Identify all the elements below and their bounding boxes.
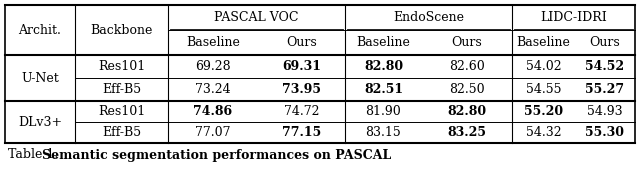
Text: Archit.: Archit. bbox=[19, 24, 61, 36]
Text: 54.52: 54.52 bbox=[586, 60, 625, 73]
Text: Backbone: Backbone bbox=[90, 24, 153, 36]
Text: 74.86: 74.86 bbox=[193, 105, 232, 118]
Text: 54.32: 54.32 bbox=[525, 126, 561, 139]
Text: 54.55: 54.55 bbox=[525, 83, 561, 96]
Text: 82.50: 82.50 bbox=[449, 83, 485, 96]
Text: 82.80: 82.80 bbox=[364, 60, 403, 73]
Text: 77.07: 77.07 bbox=[195, 126, 231, 139]
Text: 55.27: 55.27 bbox=[586, 83, 625, 96]
Text: 77.15: 77.15 bbox=[282, 126, 321, 139]
Text: 83.25: 83.25 bbox=[447, 126, 486, 139]
Text: 82.60: 82.60 bbox=[449, 60, 485, 73]
Text: Baseline: Baseline bbox=[356, 36, 410, 49]
Text: 54.93: 54.93 bbox=[587, 105, 623, 118]
Text: 55.20: 55.20 bbox=[524, 105, 563, 118]
Text: Res101: Res101 bbox=[98, 105, 145, 118]
Text: 81.90: 81.90 bbox=[365, 105, 401, 118]
Text: Ours: Ours bbox=[452, 36, 483, 49]
Text: 73.24: 73.24 bbox=[195, 83, 231, 96]
Text: DLv3+: DLv3+ bbox=[18, 115, 62, 128]
Text: EndoScene: EndoScene bbox=[393, 11, 464, 24]
Text: 54.02: 54.02 bbox=[525, 60, 561, 73]
Text: Ours: Ours bbox=[589, 36, 620, 49]
Text: 83.15: 83.15 bbox=[365, 126, 401, 139]
Text: 82.80: 82.80 bbox=[447, 105, 486, 118]
Text: Baseline: Baseline bbox=[186, 36, 240, 49]
Text: Semantic segmentation performances on PASCAL: Semantic segmentation performances on PA… bbox=[42, 149, 391, 162]
Text: 55.30: 55.30 bbox=[586, 126, 625, 139]
Text: 69.31: 69.31 bbox=[282, 60, 321, 73]
Text: 74.72: 74.72 bbox=[284, 105, 319, 118]
Text: Eff-B5: Eff-B5 bbox=[102, 126, 141, 139]
Text: Ours: Ours bbox=[286, 36, 317, 49]
Text: LIDC-IDRI: LIDC-IDRI bbox=[540, 11, 607, 24]
Text: PASCAL VOC: PASCAL VOC bbox=[214, 11, 299, 24]
Text: 82.51: 82.51 bbox=[364, 83, 403, 96]
Text: Table 1.: Table 1. bbox=[8, 149, 62, 162]
Text: Res101: Res101 bbox=[98, 60, 145, 73]
Text: 73.95: 73.95 bbox=[282, 83, 321, 96]
Text: Eff-B5: Eff-B5 bbox=[102, 83, 141, 96]
Text: U-Net: U-Net bbox=[21, 71, 59, 84]
Text: Baseline: Baseline bbox=[516, 36, 570, 49]
Text: 69.28: 69.28 bbox=[195, 60, 231, 73]
